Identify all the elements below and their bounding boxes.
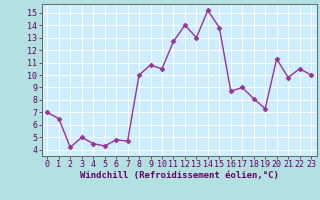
X-axis label: Windchill (Refroidissement éolien,°C): Windchill (Refroidissement éolien,°C) xyxy=(80,171,279,180)
